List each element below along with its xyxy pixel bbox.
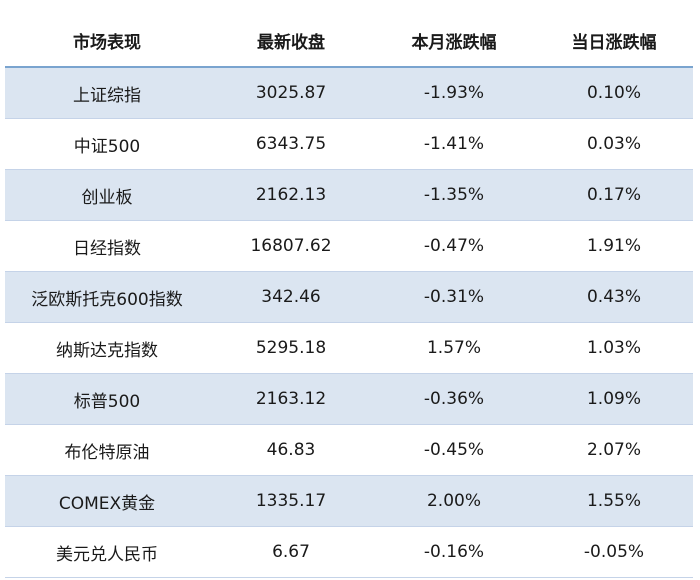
table-row: COMEX黄金 1335.17 2.00% 1.55% bbox=[5, 475, 693, 527]
cell-monthly-change: 1.57% bbox=[373, 322, 535, 374]
cell-market: 泛欧斯托克600指数 bbox=[5, 271, 209, 323]
cell-monthly-change: -0.36% bbox=[373, 373, 535, 425]
table-row: 美元兑人民币 6.67 -0.16% -0.05% bbox=[5, 526, 693, 578]
cell-daily-change: 1.55% bbox=[535, 475, 693, 527]
cell-monthly-change: -0.45% bbox=[373, 424, 535, 476]
cell-daily-change: -0.05% bbox=[535, 526, 693, 578]
cell-daily-change: 1.91% bbox=[535, 220, 693, 272]
cell-market: 美元兑人民币 bbox=[5, 526, 209, 578]
cell-monthly-change: -1.41% bbox=[373, 118, 535, 170]
cell-daily-change: 0.17% bbox=[535, 169, 693, 221]
header-monthly-change: 本月涨跌幅 bbox=[373, 14, 535, 68]
header-row: 市场表现 最新收盘 本月涨跌幅 当日涨跌幅 bbox=[5, 14, 693, 68]
cell-daily-change: 0.03% bbox=[535, 118, 693, 170]
cell-monthly-change: -0.16% bbox=[373, 526, 535, 578]
cell-daily-change: 1.09% bbox=[535, 373, 693, 425]
cell-latest-close: 2162.13 bbox=[209, 169, 373, 221]
cell-market: 标普500 bbox=[5, 373, 209, 425]
cell-latest-close: 6343.75 bbox=[209, 118, 373, 170]
cell-latest-close: 46.83 bbox=[209, 424, 373, 476]
cell-monthly-change: -0.31% bbox=[373, 271, 535, 323]
cell-daily-change: 0.43% bbox=[535, 271, 693, 323]
cell-market: 创业板 bbox=[5, 169, 209, 221]
header-latest-close: 最新收盘 bbox=[209, 14, 373, 68]
table-row: 布伦特原油 46.83 -0.45% 2.07% bbox=[5, 424, 693, 476]
cell-latest-close: 342.46 bbox=[209, 271, 373, 323]
header-daily-change: 当日涨跌幅 bbox=[535, 14, 693, 68]
header-market: 市场表现 bbox=[5, 14, 209, 68]
table-row: 泛欧斯托克600指数 342.46 -0.31% 0.43% bbox=[5, 271, 693, 323]
table-row: 标普500 2163.12 -0.36% 1.09% bbox=[5, 373, 693, 425]
cell-market: 布伦特原油 bbox=[5, 424, 209, 476]
cell-daily-change: 2.07% bbox=[535, 424, 693, 476]
cell-market: 上证综指 bbox=[5, 67, 209, 119]
cell-latest-close: 16807.62 bbox=[209, 220, 373, 272]
cell-latest-close: 5295.18 bbox=[209, 322, 373, 374]
table-row: 创业板 2162.13 -1.35% 0.17% bbox=[5, 169, 693, 221]
cell-latest-close: 1335.17 bbox=[209, 475, 373, 527]
cell-monthly-change: -1.35% bbox=[373, 169, 535, 221]
cell-market: COMEX黄金 bbox=[5, 475, 209, 527]
cell-monthly-change: -0.47% bbox=[373, 220, 535, 272]
cell-market: 中证500 bbox=[5, 118, 209, 170]
cell-daily-change: 1.03% bbox=[535, 322, 693, 374]
cell-monthly-change: -1.93% bbox=[373, 67, 535, 119]
table-body: 上证综指 3025.87 -1.93% 0.10% 中证500 6343.75 … bbox=[5, 67, 693, 578]
cell-market: 纳斯达克指数 bbox=[5, 322, 209, 374]
cell-market: 日经指数 bbox=[5, 220, 209, 272]
cell-latest-close: 6.67 bbox=[209, 526, 373, 578]
cell-latest-close: 2163.12 bbox=[209, 373, 373, 425]
market-table-container: 市场表现 最新收盘 本月涨跌幅 当日涨跌幅 上证综指 3025.87 -1.93… bbox=[5, 14, 693, 578]
table-header: 市场表现 最新收盘 本月涨跌幅 当日涨跌幅 bbox=[5, 14, 693, 68]
cell-daily-change: 0.10% bbox=[535, 67, 693, 119]
table-row: 中证500 6343.75 -1.41% 0.03% bbox=[5, 118, 693, 170]
table-row: 纳斯达克指数 5295.18 1.57% 1.03% bbox=[5, 322, 693, 374]
table-row: 日经指数 16807.62 -0.47% 1.91% bbox=[5, 220, 693, 272]
cell-monthly-change: 2.00% bbox=[373, 475, 535, 527]
table-row: 上证综指 3025.87 -1.93% 0.10% bbox=[5, 67, 693, 119]
cell-latest-close: 3025.87 bbox=[209, 67, 373, 119]
market-performance-table: 市场表现 最新收盘 本月涨跌幅 当日涨跌幅 上证综指 3025.87 -1.93… bbox=[5, 14, 693, 578]
